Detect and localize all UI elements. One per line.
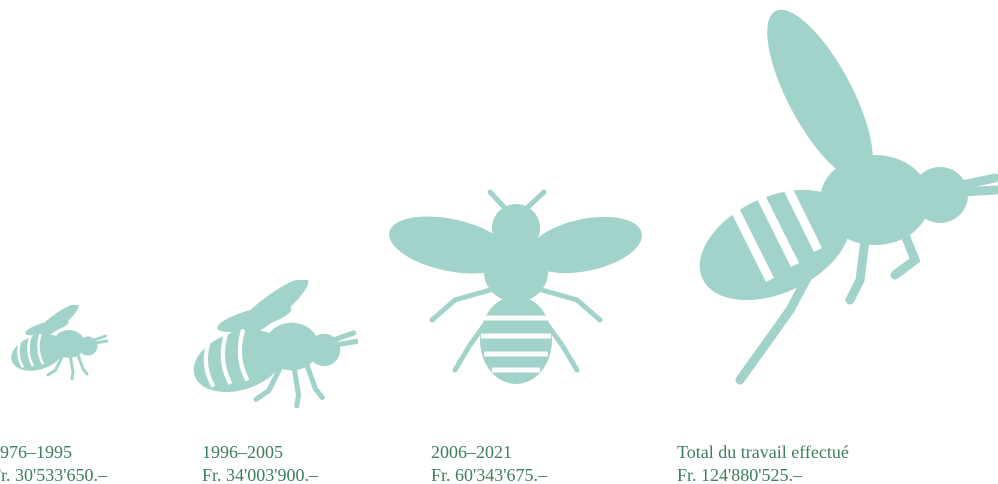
- item-4: Total du travail effectué Fr. 124'880'52…: [677, 441, 849, 484]
- item-2: 1996–2005 Fr. 34'003'900.–: [202, 441, 318, 484]
- period: 1996–2005: [202, 441, 318, 464]
- period: 2006–2021: [431, 441, 547, 464]
- item-3: 2006–2021 Fr. 60'343'675.–: [431, 441, 547, 484]
- period: 1976–1995: [0, 441, 107, 464]
- amount: Fr. 124'880'525.–: [677, 464, 849, 484]
- amount: Fr. 60'343'675.–: [431, 464, 547, 484]
- bee-medium: [186, 270, 357, 406]
- bee-top-view: [384, 192, 647, 384]
- page: 1976–1995 Fr. 30'533'650.– 1996–2005 Fr.…: [0, 0, 998, 484]
- amount: Fr. 34'003'900.–: [202, 464, 318, 484]
- item-1: 1976–1995 Fr. 30'533'650.–: [0, 441, 107, 484]
- bee-large: [682, 0, 996, 380]
- period: Total du travail effectué: [677, 441, 849, 464]
- illustration: [0, 0, 998, 484]
- amount: Fr. 30'533'650.–: [0, 464, 107, 484]
- bee-small: [7, 299, 107, 379]
